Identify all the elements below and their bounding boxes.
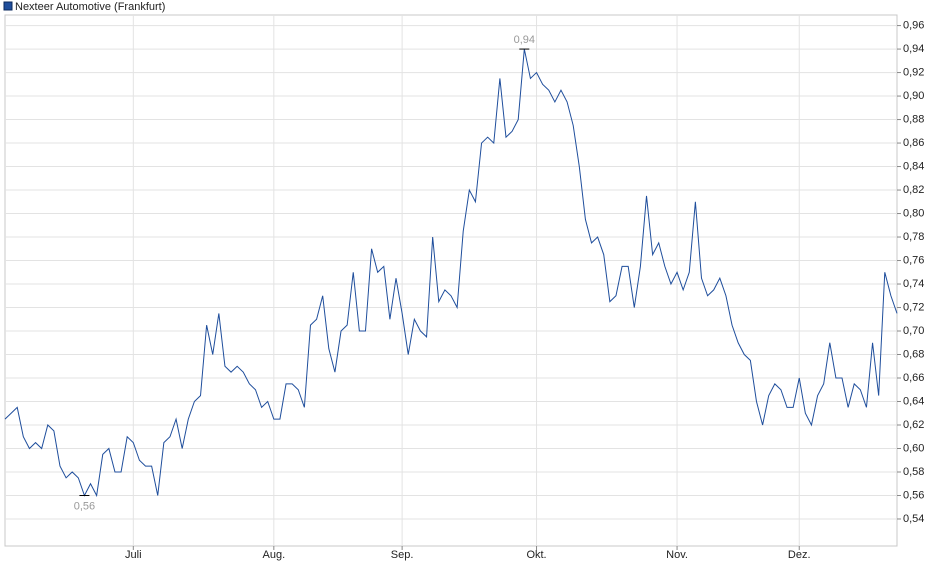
legend-swatch — [3, 1, 13, 11]
plot-area — [4, 14, 898, 547]
y-tick-label: 0,54 — [903, 513, 924, 525]
y-tick-label: 0,62 — [903, 419, 924, 431]
y-tick-label: 0,76 — [903, 254, 924, 266]
legend-label: Nexteer Automotive (Frankfurt) — [15, 1, 165, 13]
y-tick-label: 0,90 — [903, 90, 924, 102]
y-tick-label: 0,64 — [903, 395, 924, 407]
extreme-label: 0,56 — [74, 500, 95, 512]
y-tick-label: 0,56 — [903, 489, 924, 501]
y-tick-label: 0,82 — [903, 184, 924, 196]
y-tick-label: 0,92 — [903, 66, 924, 78]
y-tick-label: 0,66 — [903, 372, 924, 384]
extreme-label: 0,94 — [514, 34, 535, 46]
x-tick-label: Dez. — [788, 549, 811, 561]
y-tick-label: 0,84 — [903, 160, 924, 172]
y-tick-label: 0,80 — [903, 207, 924, 219]
x-tick-label: Nov. — [666, 549, 688, 561]
y-tick-label: 0,58 — [903, 466, 924, 478]
y-tick-label: 0,96 — [903, 19, 924, 31]
x-tick-label: Juli — [125, 549, 142, 561]
price-line — [4, 48, 898, 498]
y-tick-label: 0,60 — [903, 442, 924, 454]
y-tick-label: 0,78 — [903, 231, 924, 243]
y-tick-label: 0,72 — [903, 301, 924, 313]
y-tick-label: 0,74 — [903, 278, 924, 290]
y-tick-label: 0,68 — [903, 348, 924, 360]
y-tick-label: 0,86 — [903, 137, 924, 149]
y-tick-label: 0,70 — [903, 325, 924, 337]
x-tick-label: Okt. — [526, 549, 546, 561]
x-tick-label: Sep. — [391, 549, 414, 561]
x-tick-label: Aug. — [263, 549, 286, 561]
y-tick-label: 0,94 — [903, 43, 924, 55]
y-tick-label: 0,88 — [903, 113, 924, 125]
